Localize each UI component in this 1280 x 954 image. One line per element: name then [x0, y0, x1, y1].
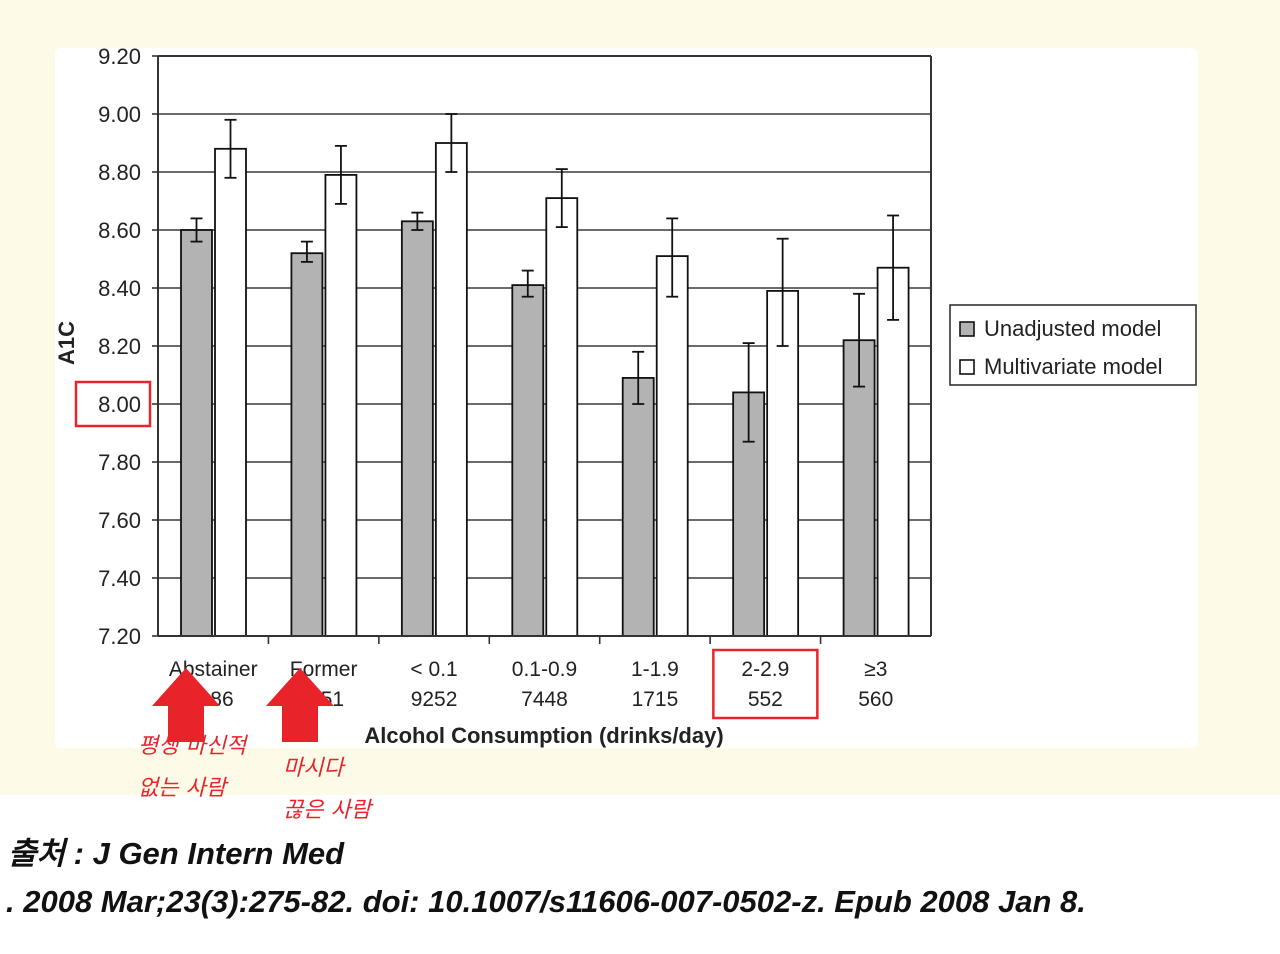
citation-reference: . 2008 Mar;23(3):275-82. doi: 10.1007/s1…	[6, 884, 1086, 919]
bar	[434, 142, 468, 637]
arrow-up-icon-former	[266, 668, 334, 742]
bar	[766, 289, 800, 637]
x-category-count: 1715	[632, 688, 679, 711]
x-category-label: 0.1-0.9	[512, 658, 577, 681]
x-category-count: 560	[858, 688, 893, 711]
legend-swatch	[959, 359, 975, 375]
x-category-count: 552	[748, 688, 783, 711]
y-tick-label: 8.20	[98, 334, 141, 359]
bar	[290, 252, 324, 637]
legend-label: Multivariate model	[984, 354, 1163, 379]
x-axis-title: Alcohol Consumption (drinks/day)	[364, 723, 723, 748]
axes	[157, 55, 932, 644]
x-category-count: 9252	[411, 688, 458, 711]
bar	[400, 220, 434, 637]
red-annotations	[74, 380, 819, 742]
x-category-label: ≥3	[864, 658, 887, 681]
arrow-up-icon-abstainer	[152, 668, 220, 742]
y-tick-label: 8.60	[98, 218, 141, 243]
x-category-label: < 0.1	[410, 658, 457, 681]
y-tick-label: 8.00	[98, 392, 141, 417]
abstainer-note-line1: 평생 마신적	[138, 734, 247, 759]
x-category-label: 2-2.9	[741, 658, 789, 681]
bar	[180, 229, 213, 637]
x-category-label: Former	[290, 658, 358, 681]
bar	[324, 173, 358, 637]
legend-label: Unadjusted model	[984, 316, 1161, 341]
legend-swatch	[959, 321, 975, 337]
bar	[621, 376, 655, 637]
y-tick-label: 9.00	[98, 102, 141, 127]
y-tick-label: 9.20	[98, 44, 141, 69]
y-tick-labels: 7.20 7.40 7.60 7.80 8.00 8.20 8.40 8.60 8.80 9.00…	[98, 44, 158, 649]
bars	[180, 113, 910, 637]
abstainer-note-line2: 없는 사람	[138, 776, 226, 801]
x-category-count: 7448	[521, 688, 568, 711]
bar	[214, 147, 247, 637]
citation-source: 출처 : J Gen Intern Med	[8, 836, 345, 871]
y-tick-label: 7.80	[98, 450, 141, 475]
legend: Unadjusted model Multivariate model	[949, 304, 1197, 386]
former-note-line1: 마시다	[283, 756, 344, 781]
x-category-label: 1-1.9	[631, 658, 679, 681]
y-tick-label: 7.40	[98, 566, 141, 591]
y-tick-label: 8.40	[98, 276, 141, 301]
former-note-line2: 끊은 사람	[283, 798, 371, 823]
bar	[655, 255, 689, 637]
bar	[545, 197, 579, 637]
bar-chart: 7.20 7.40 7.60 7.80 8.00 8.20 8.40 8.60 8.80 9.00…	[54, 44, 1197, 748]
highlight-box-category	[712, 648, 819, 720]
bar	[876, 266, 910, 637]
bar	[511, 284, 545, 637]
highlight-box-ytick	[74, 380, 152, 428]
legend-box	[949, 304, 1197, 386]
gridlines	[158, 55, 931, 637]
y-axis-title: A1C	[54, 321, 79, 365]
bar	[842, 339, 876, 637]
y-tick-label: 8.80	[98, 160, 141, 185]
y-tick-label: 7.20	[98, 624, 141, 649]
y-tick-label: 7.60	[98, 508, 141, 533]
